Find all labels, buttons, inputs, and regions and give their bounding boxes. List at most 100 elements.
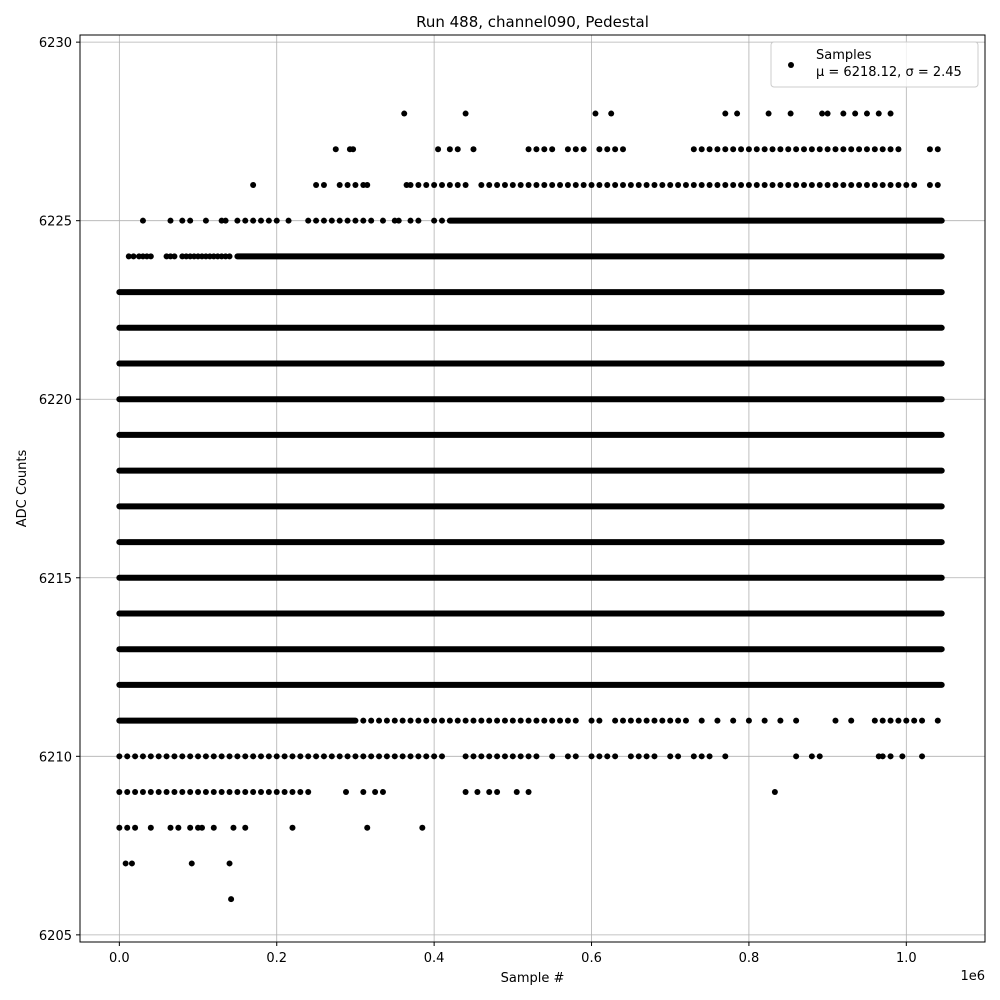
data-point [745,181,752,188]
data-point [202,753,209,760]
data-point [919,753,926,760]
data-point [250,789,257,796]
data-point [147,753,154,760]
data-point [439,753,445,760]
data-point [659,717,666,724]
data-point [202,789,209,796]
data-point [470,717,477,724]
data-point [368,753,375,760]
data-point [643,753,650,760]
data-point [313,753,320,760]
data-point [863,181,870,188]
data-point [226,253,233,260]
data-point [533,146,540,153]
data-point [218,753,225,760]
data-point [879,753,886,760]
data-point [730,146,737,153]
data-point [714,146,721,153]
data-point [871,181,878,188]
data-point [753,181,760,188]
data-point [604,146,611,153]
data-point [698,753,705,760]
data-point [675,717,682,724]
data-point [722,110,729,117]
data-point [808,181,815,188]
y-tick-label: 6220 [39,393,72,408]
data-point [494,753,501,760]
data-point [706,753,713,760]
plot-frame [79,34,986,943]
data-point [824,146,831,153]
data-point [926,146,933,153]
data-point [320,181,327,188]
data-point [399,753,406,760]
data-point [265,789,272,796]
axes: 0.0 0.2 0.4 0.6 0.8 1.0 6205 6210 6215 6220 6225 62… [39,36,917,966]
data-point [435,146,442,153]
data-point [564,717,571,724]
data-point [187,753,194,760]
data-point [423,181,430,188]
data-point [848,146,855,153]
data-point [887,110,894,117]
data-point [372,789,379,796]
data-point [116,824,123,831]
data-point [226,789,233,796]
legend-stats: μ = 6218.12, σ = 2.45 [816,65,962,80]
data-point [305,753,312,760]
data-point [832,181,839,188]
data-point [761,146,768,153]
legend-box [770,41,979,88]
data-point [651,181,658,188]
data-point [682,717,689,724]
data-point [722,753,729,760]
data-point [690,753,697,760]
data-point [474,789,481,796]
data-point [391,753,398,760]
data-point [706,146,713,153]
data-point [879,717,886,724]
data-point [620,181,626,188]
data-point [446,146,453,153]
data-point [281,789,288,796]
data-point [478,717,485,724]
data-point [533,181,540,188]
data-point [132,824,139,831]
data-point [745,146,752,153]
data-point [517,753,524,760]
data-point [596,181,603,188]
data-point [698,146,705,153]
data-point [698,717,705,724]
data-point [439,181,445,188]
data-point [919,717,926,724]
data-point [926,181,933,188]
data-point [147,789,154,796]
data-point [222,217,229,224]
data-point [320,753,327,760]
data-point [407,717,414,724]
data-point [509,753,516,760]
data-point [171,789,178,796]
data-point [454,717,461,724]
data-point [130,253,137,260]
data-point [297,789,304,796]
data-point [125,253,132,260]
data-point [250,181,257,188]
data-point [501,181,508,188]
data-point [124,824,131,831]
x-tick-label: 0.2 [266,951,287,966]
data-point [352,753,359,760]
data-point [627,181,634,188]
data-point [572,717,579,724]
data-point [494,717,501,724]
data-point [761,717,768,724]
data-point [171,253,178,260]
data-point [627,753,634,760]
data-point [250,217,257,224]
data-point [242,824,249,831]
data-point [564,146,571,153]
data-point [234,217,241,224]
data-point [722,181,729,188]
data-point [383,753,390,760]
data-point [195,789,202,796]
